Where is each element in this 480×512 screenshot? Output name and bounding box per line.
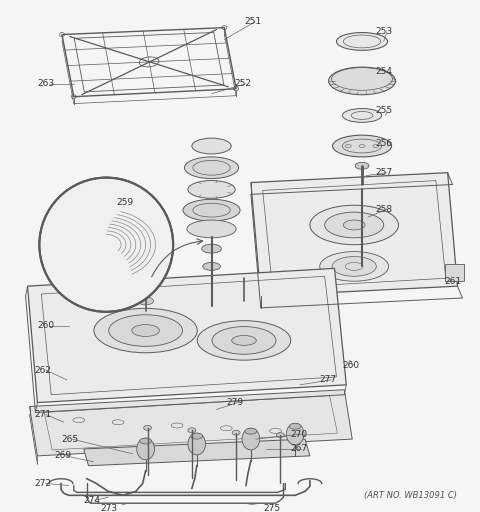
- Polygon shape: [84, 439, 310, 466]
- Text: 273: 273: [100, 504, 118, 512]
- Polygon shape: [29, 390, 352, 456]
- Text: 258: 258: [376, 205, 393, 214]
- Ellipse shape: [232, 335, 256, 346]
- Ellipse shape: [329, 67, 396, 95]
- Ellipse shape: [187, 220, 236, 238]
- Ellipse shape: [324, 212, 384, 238]
- Ellipse shape: [132, 325, 159, 336]
- Ellipse shape: [191, 433, 203, 439]
- Ellipse shape: [333, 135, 392, 157]
- Ellipse shape: [343, 220, 365, 230]
- Polygon shape: [27, 268, 346, 402]
- Text: 269: 269: [54, 452, 71, 460]
- Ellipse shape: [276, 433, 284, 438]
- Text: 271: 271: [35, 410, 51, 419]
- Circle shape: [39, 178, 173, 312]
- Ellipse shape: [203, 263, 220, 270]
- Ellipse shape: [310, 205, 398, 245]
- Text: 270: 270: [290, 430, 307, 439]
- Text: 255: 255: [376, 106, 393, 115]
- Text: 275: 275: [264, 504, 281, 512]
- Text: 261: 261: [444, 276, 462, 286]
- Ellipse shape: [140, 438, 152, 444]
- Ellipse shape: [351, 227, 373, 237]
- Text: 259: 259: [116, 198, 133, 207]
- Ellipse shape: [204, 292, 218, 300]
- Ellipse shape: [289, 423, 301, 429]
- Ellipse shape: [138, 297, 154, 305]
- Text: 251: 251: [244, 17, 261, 26]
- Ellipse shape: [184, 157, 239, 179]
- Text: 253: 253: [376, 27, 393, 36]
- Ellipse shape: [197, 321, 291, 360]
- Polygon shape: [251, 173, 457, 296]
- Ellipse shape: [202, 244, 221, 253]
- Text: 252: 252: [234, 79, 251, 89]
- Ellipse shape: [286, 423, 304, 445]
- Ellipse shape: [108, 315, 182, 346]
- Text: 260: 260: [37, 321, 55, 330]
- Text: 256: 256: [376, 139, 393, 147]
- Text: 262: 262: [35, 366, 51, 374]
- Text: 263: 263: [37, 79, 55, 89]
- Ellipse shape: [320, 251, 389, 281]
- Ellipse shape: [137, 438, 155, 460]
- Ellipse shape: [188, 428, 196, 433]
- Ellipse shape: [192, 138, 231, 154]
- Ellipse shape: [342, 109, 382, 122]
- Ellipse shape: [188, 433, 205, 455]
- Polygon shape: [444, 264, 464, 281]
- Text: 277: 277: [320, 375, 337, 385]
- Text: (ART NO. WB13091 C): (ART NO. WB13091 C): [364, 491, 457, 500]
- Ellipse shape: [355, 162, 369, 169]
- Ellipse shape: [94, 308, 197, 353]
- Ellipse shape: [144, 425, 152, 430]
- Text: 279: 279: [226, 398, 243, 407]
- Ellipse shape: [242, 428, 260, 450]
- Text: 254: 254: [376, 67, 393, 76]
- Ellipse shape: [188, 181, 235, 198]
- Text: 274: 274: [84, 496, 101, 505]
- Ellipse shape: [245, 428, 257, 434]
- Text: 260: 260: [342, 360, 360, 370]
- Text: 272: 272: [35, 479, 51, 488]
- Ellipse shape: [355, 180, 369, 187]
- Ellipse shape: [336, 33, 388, 50]
- Ellipse shape: [353, 185, 371, 194]
- Ellipse shape: [183, 199, 240, 221]
- Ellipse shape: [212, 327, 276, 354]
- Text: 257: 257: [376, 168, 393, 177]
- Text: 265: 265: [61, 435, 78, 443]
- Text: 267: 267: [290, 444, 307, 454]
- Ellipse shape: [332, 257, 376, 276]
- Ellipse shape: [232, 430, 240, 435]
